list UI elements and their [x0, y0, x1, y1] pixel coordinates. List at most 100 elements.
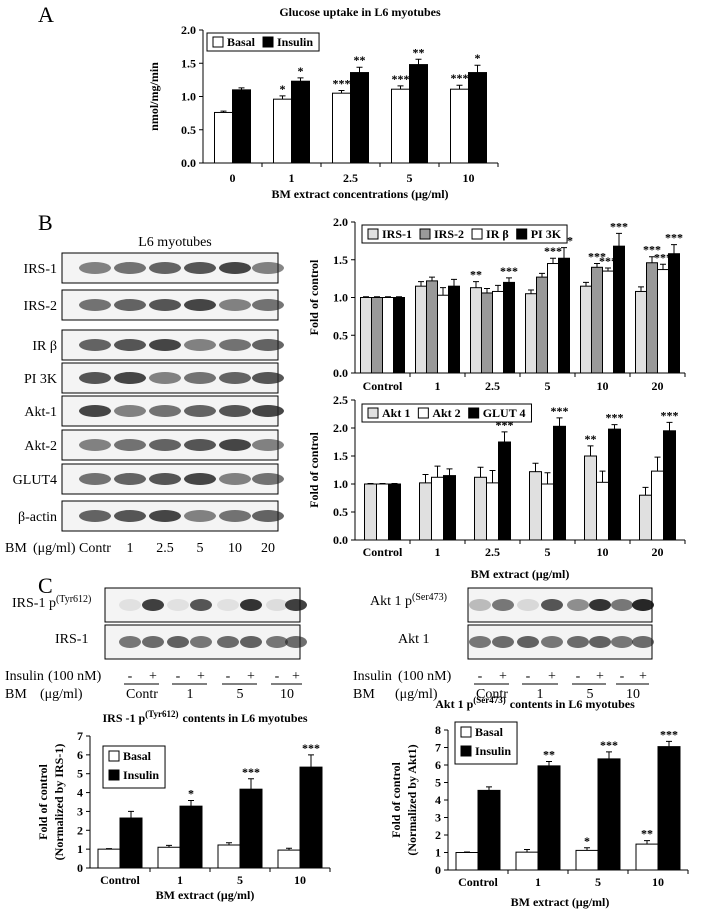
bar — [393, 297, 405, 374]
panel-label: B — [38, 210, 53, 235]
blot-band — [219, 473, 251, 485]
bar — [613, 245, 625, 374]
error-bar — [308, 754, 314, 768]
bar — [584, 455, 597, 541]
phospho-site: (Ser473) — [412, 592, 447, 603]
blot-band — [252, 339, 284, 351]
x-tick-label: Control — [363, 379, 403, 393]
blot-band — [79, 473, 111, 485]
error-bar — [616, 232, 622, 247]
bar — [657, 269, 669, 374]
blot-band — [167, 599, 189, 611]
error-bar — [446, 468, 453, 476]
error-bar — [546, 761, 552, 766]
blot-band — [632, 599, 654, 611]
blot-band — [567, 636, 589, 648]
insulin-sign: + — [639, 669, 647, 684]
significance-label: *** — [643, 243, 661, 257]
x-tick-label: 1 — [177, 873, 183, 887]
blot-band — [79, 405, 111, 417]
blot-band — [517, 599, 539, 611]
dose-unit: (μg/ml) — [33, 541, 76, 556]
x-tick-label: 1 — [435, 379, 441, 393]
error-bar — [415, 58, 422, 65]
insulin-dose: (100 nM) — [48, 669, 102, 684]
insulin-sign: - — [576, 669, 581, 684]
blot-band — [219, 299, 251, 311]
error-bar — [594, 263, 600, 268]
blot-band — [149, 299, 181, 311]
lane-label: 2.5 — [156, 541, 174, 556]
bar — [448, 285, 460, 374]
legend-label: IR β — [486, 227, 509, 241]
blot-band — [114, 473, 146, 485]
blot-band — [252, 439, 284, 451]
blot-band — [219, 405, 251, 417]
title-text: Akt 1 p — [435, 697, 473, 711]
blot-row-label: Akt-1 — [24, 405, 57, 420]
bar — [515, 851, 539, 871]
significance-label: ** — [413, 45, 425, 59]
blot-band — [252, 510, 284, 522]
bar — [273, 98, 292, 164]
legend-swatch — [212, 36, 224, 48]
error-bar — [587, 445, 594, 456]
x-tick-label: 20 — [652, 545, 664, 559]
x-tick-label: 1 — [289, 171, 295, 185]
x-tick-label: 10 — [597, 545, 609, 559]
bar — [299, 766, 323, 869]
bar — [443, 475, 456, 541]
blot-row-label: GLUT4 — [13, 473, 57, 488]
error-bar — [489, 470, 496, 483]
error-bar — [297, 77, 304, 82]
error-bar — [456, 84, 463, 90]
blot-band — [240, 636, 262, 648]
blot-title: L6 myotubes — [138, 235, 212, 250]
insulin-sign: - — [275, 669, 280, 684]
bar — [415, 285, 427, 374]
y-tick-label: 7 — [435, 741, 441, 755]
y-axis-label: Fold of control — [307, 431, 321, 507]
blot-band — [266, 599, 288, 611]
legend-label: Basal — [123, 749, 152, 763]
blot-band — [219, 372, 251, 384]
error-bar — [396, 296, 402, 298]
significance-label: *** — [661, 408, 679, 422]
error-bar — [477, 466, 484, 478]
blot-band — [589, 599, 611, 611]
blot-band — [217, 636, 239, 648]
significance-label: *** — [660, 727, 678, 741]
bar — [481, 292, 493, 374]
y-tick-label: 0.5 — [333, 505, 348, 519]
error-bar — [226, 842, 232, 845]
error-bar — [501, 431, 508, 442]
error-bar — [363, 296, 369, 298]
y-axis-label: Fold of control — [307, 259, 321, 335]
y-tick-label: 4 — [435, 793, 441, 807]
legend-label: Basal — [475, 725, 504, 739]
x-tick-label: 0 — [230, 171, 236, 185]
significance-label: *** — [302, 741, 320, 755]
bar — [277, 849, 301, 869]
error-bar — [506, 277, 512, 283]
blot-band — [79, 510, 111, 522]
error-bar — [338, 90, 345, 94]
error-bar — [238, 87, 245, 90]
insulin-label: Insulin — [353, 669, 392, 684]
title-text: IRS -1 p — [102, 711, 145, 725]
error-bar — [583, 281, 589, 287]
bar — [332, 92, 351, 164]
y-tick-label: 6 — [435, 758, 441, 772]
panel-label: A — [38, 2, 54, 27]
insulin-sign: - — [176, 669, 181, 684]
significance-label: ** — [641, 827, 653, 841]
lane-label: 5 — [587, 687, 594, 702]
legend-swatch — [367, 228, 379, 240]
bar — [217, 844, 241, 869]
error-bar — [524, 849, 530, 853]
y-axis-label: nmol/mg/min — [147, 62, 161, 131]
blot-band — [114, 439, 146, 451]
blot-band — [114, 510, 146, 522]
bar — [470, 287, 482, 374]
x-tick-label: 5 — [237, 873, 243, 887]
